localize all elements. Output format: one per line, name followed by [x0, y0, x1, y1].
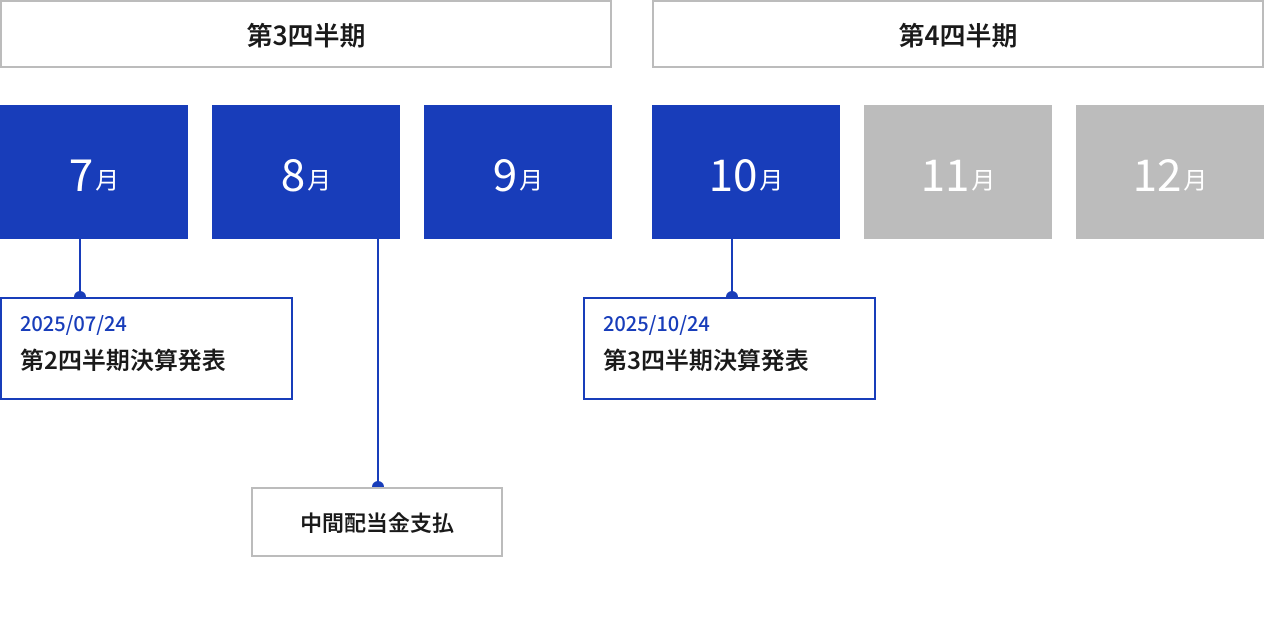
- event-title: 中間配当金支払: [300, 506, 454, 538]
- month-suffix: 月: [971, 161, 995, 196]
- month-number: 8: [281, 140, 305, 204]
- event-box-dated: 2025/10/24 第3四半期決算発表: [583, 297, 876, 400]
- event-date: 2025/07/24: [20, 313, 273, 333]
- quarter-header-1: 第4四半期: [652, 0, 1264, 68]
- month-number: 11: [921, 140, 970, 204]
- event-box-simple: 中間配当金支払: [251, 487, 503, 557]
- month-tile-7: 7月: [0, 105, 188, 239]
- month-suffix: 月: [95, 161, 119, 196]
- event-box-dated: 2025/07/24 第2四半期決算発表: [0, 297, 293, 400]
- month-tile-10: 10月: [652, 105, 840, 239]
- event-title: 第2四半期決算発表: [20, 343, 273, 374]
- month-suffix: 月: [519, 161, 543, 196]
- month-suffix: 月: [759, 161, 783, 196]
- month-number: 10: [709, 140, 758, 204]
- quarter-header-0: 第3四半期: [0, 0, 612, 68]
- month-suffix: 月: [307, 161, 331, 196]
- month-suffix: 月: [1183, 161, 1207, 196]
- month-tile-8: 8月: [212, 105, 400, 239]
- event-date: 2025/10/24: [603, 313, 856, 333]
- quarter-header-label: 第3四半期: [246, 16, 365, 53]
- quarter-header-label: 第4四半期: [898, 16, 1017, 53]
- month-tile-11: 11月: [864, 105, 1052, 239]
- event-connector-line: [731, 239, 733, 297]
- event-connector-line: [79, 239, 81, 297]
- event-connector-line: [377, 239, 379, 487]
- month-number: 9: [493, 140, 517, 204]
- event-title: 第3四半期決算発表: [603, 343, 856, 374]
- month-tile-9: 9月: [424, 105, 612, 239]
- month-tile-12: 12月: [1076, 105, 1264, 239]
- month-number: 12: [1133, 140, 1182, 204]
- month-number: 7: [69, 140, 93, 204]
